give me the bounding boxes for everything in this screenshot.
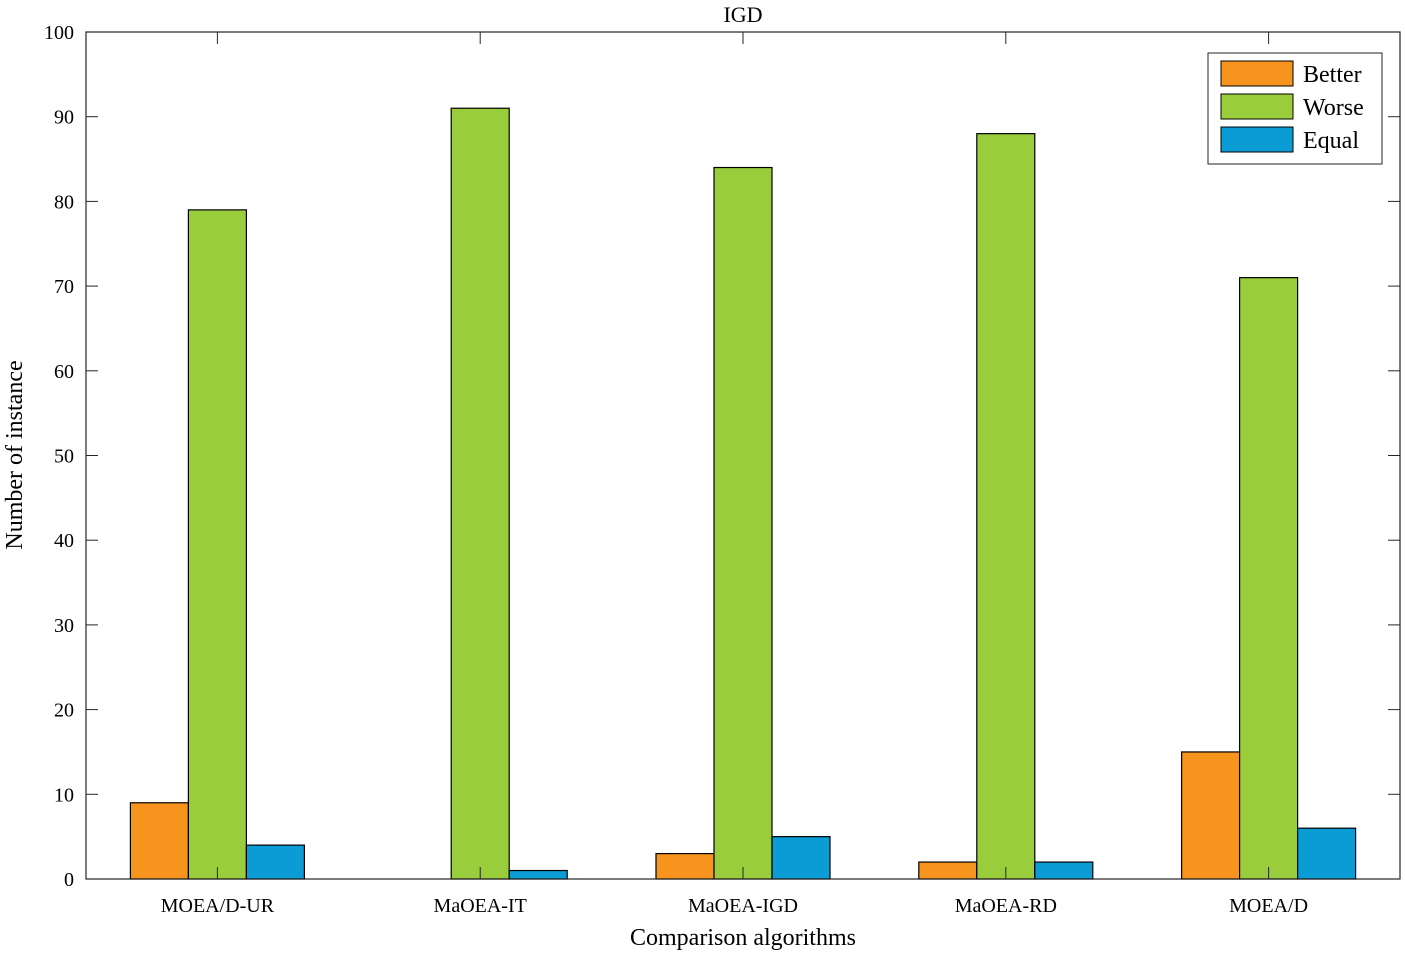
- legend-label-better: Better: [1303, 62, 1362, 88]
- x-tick-label: MOEA/D-UR: [161, 895, 275, 917]
- legend-label-equal: Equal: [1303, 128, 1359, 154]
- y-tick-label: 20: [54, 700, 74, 722]
- y-tick-label: 80: [54, 191, 74, 213]
- x-axis-title: Comparison algorithms: [630, 925, 856, 951]
- y-axis: 0 10 20 30 40 50 60 70 80 90 100: [44, 22, 1400, 891]
- y-axis-title: Number of instance: [2, 360, 28, 549]
- bar-equal-1: [508, 869, 568, 880]
- y-tick-label: 60: [54, 361, 74, 383]
- legend-swatch-worse: [1220, 93, 1294, 120]
- x-tick-label: MaOEA-IGD: [688, 895, 798, 917]
- y-tick-label: 100: [44, 22, 74, 44]
- x-axis: MOEA/D-UR MaOEA-IT MaOEA-IGD MaOEA-RD MOEA/D: [161, 32, 1308, 917]
- bar-worse-1: [450, 107, 510, 880]
- bars-group: [129, 107, 1357, 880]
- y-tick-label: 30: [54, 615, 74, 637]
- bar-better-3: [918, 861, 978, 880]
- bar-worse-3: [976, 133, 1036, 880]
- y-tick-label: 70: [54, 276, 74, 298]
- legend-swatch-better: [1220, 60, 1294, 87]
- bar-equal-2: [771, 836, 831, 880]
- bar-worse-4: [1238, 277, 1299, 880]
- bar-equal-0: [245, 844, 305, 880]
- bar-better-0: [129, 802, 189, 880]
- y-tick-label: 0: [64, 869, 74, 891]
- bar-better-4: [1180, 751, 1241, 880]
- bar-equal-4: [1296, 827, 1357, 880]
- legend: Better Worse Equal: [1207, 52, 1383, 165]
- bar-worse-2: [713, 166, 773, 880]
- x-tick-label: MaOEA-RD: [955, 895, 1057, 917]
- bar-worse-0: [187, 209, 247, 880]
- bar-better-2: [655, 852, 715, 880]
- bar-equal-3: [1034, 861, 1094, 880]
- y-tick-label: 10: [54, 784, 74, 806]
- y-tick-label: 90: [54, 107, 74, 129]
- legend-label-worse: Worse: [1303, 95, 1364, 121]
- x-tick-label: MOEA/D: [1229, 895, 1308, 917]
- x-tick-label: MaOEA-IT: [434, 895, 527, 917]
- y-tick-label: 40: [54, 530, 74, 552]
- legend-swatch-equal: [1220, 126, 1294, 153]
- y-tick-label: 50: [54, 446, 74, 468]
- chart-title: IGD: [723, 2, 762, 27]
